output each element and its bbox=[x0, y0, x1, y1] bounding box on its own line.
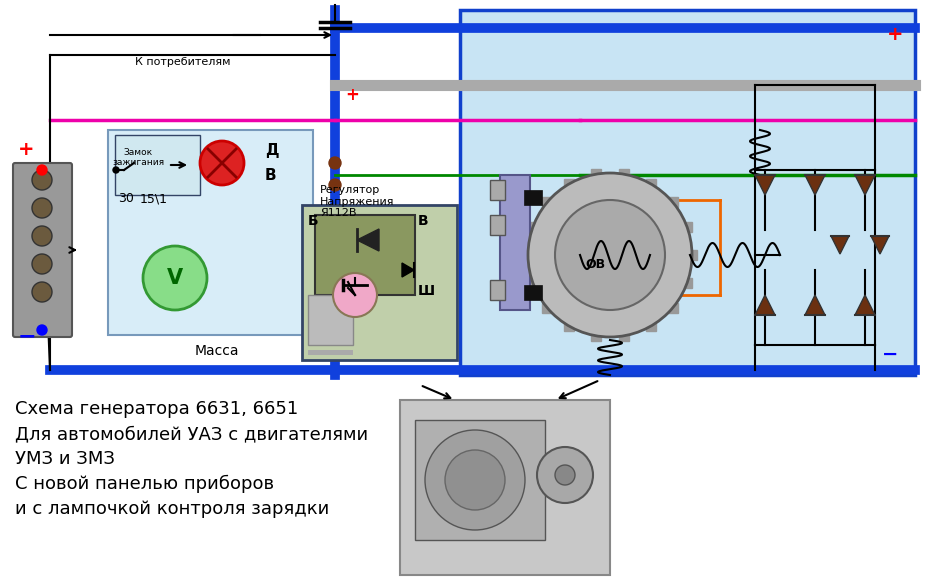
Polygon shape bbox=[755, 175, 775, 195]
Polygon shape bbox=[871, 236, 889, 254]
Bar bbox=[108, 130, 313, 335]
Text: ОВ: ОВ bbox=[585, 258, 605, 271]
Circle shape bbox=[329, 157, 341, 169]
Text: К потребителям: К потребителям bbox=[135, 57, 230, 67]
Circle shape bbox=[37, 165, 47, 175]
Text: В: В bbox=[265, 168, 277, 183]
Text: −: − bbox=[18, 326, 37, 346]
Polygon shape bbox=[357, 229, 379, 251]
Text: Масса: Масса bbox=[195, 344, 240, 358]
Circle shape bbox=[143, 246, 207, 310]
Circle shape bbox=[333, 273, 377, 317]
Bar bbox=[308, 295, 353, 345]
Bar bbox=[646, 179, 656, 189]
Bar bbox=[115, 135, 200, 195]
Circle shape bbox=[200, 141, 244, 185]
Text: Регулятор
Напряжения
Я112В: Регулятор Напряжения Я112В bbox=[320, 185, 394, 218]
Bar bbox=[302, 205, 457, 360]
Text: Замок
зажигания: Замок зажигания bbox=[112, 148, 164, 168]
Bar bbox=[524, 190, 542, 205]
Circle shape bbox=[537, 447, 593, 503]
Text: V: V bbox=[166, 268, 183, 288]
Circle shape bbox=[32, 226, 52, 246]
Circle shape bbox=[32, 198, 52, 218]
Bar bbox=[490, 180, 505, 200]
Circle shape bbox=[32, 170, 52, 190]
Polygon shape bbox=[855, 175, 875, 195]
Circle shape bbox=[555, 200, 665, 310]
Circle shape bbox=[32, 282, 52, 302]
Bar bbox=[415, 420, 545, 540]
Bar bbox=[687, 250, 697, 260]
Polygon shape bbox=[805, 175, 825, 195]
Bar bbox=[591, 331, 600, 340]
Bar bbox=[490, 280, 505, 300]
Bar bbox=[524, 285, 542, 300]
Polygon shape bbox=[755, 295, 775, 315]
Text: В: В bbox=[418, 214, 428, 228]
Text: −: − bbox=[882, 345, 898, 364]
Circle shape bbox=[329, 179, 341, 191]
Circle shape bbox=[425, 430, 525, 530]
Bar bbox=[668, 197, 678, 207]
Text: 30: 30 bbox=[118, 192, 134, 205]
Bar bbox=[564, 321, 574, 331]
Polygon shape bbox=[402, 263, 414, 277]
Bar bbox=[542, 303, 552, 313]
Bar bbox=[591, 169, 600, 179]
Bar bbox=[400, 400, 610, 575]
Circle shape bbox=[37, 325, 47, 335]
Text: Д: Д bbox=[265, 143, 278, 158]
Text: Ш: Ш bbox=[418, 284, 435, 298]
Bar bbox=[528, 222, 538, 232]
Circle shape bbox=[32, 254, 52, 274]
Polygon shape bbox=[805, 295, 825, 315]
Text: +: + bbox=[345, 86, 359, 104]
Bar bbox=[500, 175, 530, 310]
Circle shape bbox=[445, 450, 505, 510]
Bar bbox=[646, 321, 656, 331]
Bar bbox=[490, 215, 505, 235]
Text: 15\1: 15\1 bbox=[140, 192, 168, 205]
Bar bbox=[460, 10, 915, 375]
Text: +: + bbox=[887, 25, 903, 44]
Bar bbox=[315, 215, 415, 295]
Text: Схема генератора 6631, 6651
Для автомобилей УАЗ с двигателями
УМЗ и ЗМЗ
С новой : Схема генератора 6631, 6651 Для автомоби… bbox=[15, 400, 368, 519]
Text: +: + bbox=[18, 140, 34, 159]
Bar bbox=[308, 350, 353, 355]
Circle shape bbox=[555, 465, 575, 485]
Bar bbox=[619, 169, 629, 179]
FancyBboxPatch shape bbox=[13, 163, 72, 337]
Bar bbox=[542, 197, 552, 207]
Bar bbox=[528, 278, 538, 288]
Polygon shape bbox=[855, 295, 875, 315]
Bar bbox=[564, 179, 574, 189]
Bar bbox=[682, 222, 692, 232]
Bar bbox=[682, 278, 692, 288]
Bar bbox=[619, 331, 629, 340]
Bar bbox=[523, 250, 533, 260]
Bar bbox=[668, 303, 678, 313]
Circle shape bbox=[113, 167, 119, 173]
Text: Б: Б bbox=[308, 214, 318, 228]
Circle shape bbox=[528, 173, 692, 337]
Polygon shape bbox=[831, 236, 849, 254]
